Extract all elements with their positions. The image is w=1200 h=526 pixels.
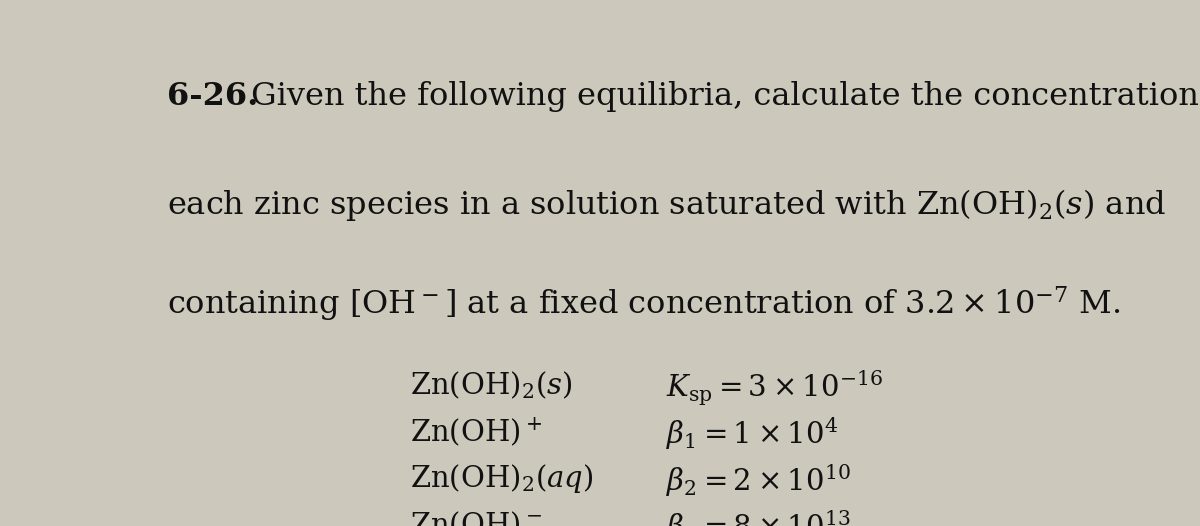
Text: each zinc species in a solution saturated with $\mathrm{Zn(OH)_2}$($s$) and: each zinc species in a solution saturate… (167, 187, 1166, 222)
Text: Given the following equilibria, calculate the concentration of: Given the following equilibria, calculat… (241, 82, 1200, 113)
Text: $\mathrm{Zn(OH)_2}$($s$): $\mathrm{Zn(OH)_2}$($s$) (410, 369, 572, 400)
Text: $\beta_1 = 1 \times 10^{4}$: $\beta_1 = 1 \times 10^{4}$ (666, 416, 839, 452)
Text: $K_{\mathrm{sp}} = 3 \times 10^{-16}$: $K_{\mathrm{sp}} = 3 \times 10^{-16}$ (666, 369, 883, 408)
Text: containing $[\mathrm{OH^-}]$ at a fixed concentration of $3.2 \times 10^{-7}$ M.: containing $[\mathrm{OH^-}]$ at a fixed … (167, 284, 1121, 323)
Text: $\beta_3 = 8 \times 10^{13}$: $\beta_3 = 8 \times 10^{13}$ (666, 509, 851, 526)
Text: $\mathrm{Zn(OH)^+}$: $\mathrm{Zn(OH)^+}$ (410, 416, 542, 448)
Text: $\beta_2 = 2 \times 10^{10}$: $\beta_2 = 2 \times 10^{10}$ (666, 462, 851, 499)
Text: $\mathrm{Zn(OH)_3^-}$: $\mathrm{Zn(OH)_3^-}$ (410, 509, 542, 526)
Text: $\mathrm{Zn(OH)_2}$($aq$): $\mathrm{Zn(OH)_2}$($aq$) (410, 462, 594, 495)
Text: 6-26.: 6-26. (167, 82, 258, 113)
